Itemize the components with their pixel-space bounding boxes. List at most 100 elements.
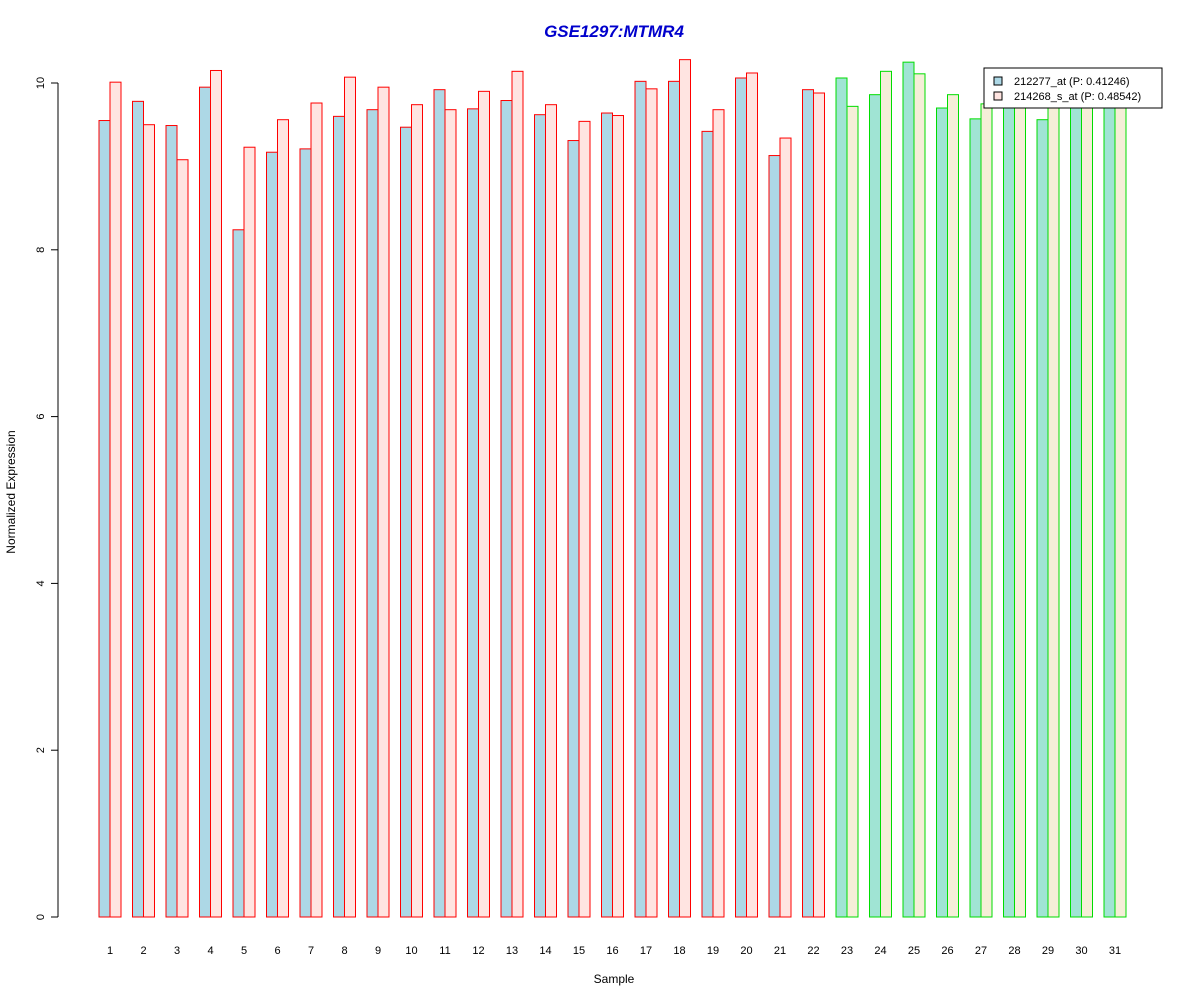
bar-series2	[478, 90, 490, 918]
bar-series1	[701, 130, 714, 918]
x-tick-label: 14	[539, 945, 551, 957]
bar-series2	[243, 146, 256, 918]
y-tick-label: 2	[35, 747, 47, 753]
bar-series1	[333, 115, 345, 918]
bar-series2	[109, 81, 122, 918]
y-tick-label: 6	[35, 414, 47, 420]
x-tick-label: 19	[707, 945, 719, 957]
y-tick-label: 4	[35, 580, 47, 586]
bar-series2	[980, 103, 993, 918]
x-tick-label: 28	[1008, 945, 1020, 957]
bar-series2	[746, 72, 758, 918]
bar-series2	[176, 159, 189, 918]
bar-series2	[310, 102, 323, 918]
x-tick-label: 22	[807, 945, 819, 957]
x-tick-label: 16	[606, 945, 618, 957]
bar-series1	[433, 89, 446, 918]
x-tick-label: 17	[640, 945, 652, 957]
bar-series1	[634, 80, 647, 918]
x-tick-label: 23	[841, 945, 853, 957]
bar-series1	[969, 118, 982, 918]
bar-series2	[712, 109, 725, 918]
bar-series2	[913, 73, 926, 918]
x-tick-label: 26	[941, 945, 953, 957]
bar-series2	[511, 70, 524, 918]
legend-label: 212277_at (P: 0.41246)	[1014, 76, 1130, 88]
bar-series2	[377, 86, 390, 918]
bar-series2	[411, 104, 423, 918]
bar-series2	[645, 88, 658, 918]
x-tick-label: 5	[241, 945, 247, 957]
bar-series1	[98, 120, 111, 918]
bar-series2	[143, 124, 155, 918]
x-tick-label: 18	[673, 945, 685, 957]
x-tick-label: 24	[874, 945, 886, 957]
x-tick-label: 3	[174, 945, 180, 957]
x-tick-label: 8	[341, 945, 347, 957]
legend-box	[983, 67, 1163, 109]
bar-series2	[344, 76, 356, 918]
bar-series2	[1114, 99, 1127, 918]
bar-series1	[1070, 99, 1082, 918]
x-tick-label: 30	[1075, 945, 1087, 957]
x-tick-label: 10	[405, 945, 417, 957]
bar-series2	[444, 109, 457, 918]
y-tick-label: 8	[35, 247, 47, 253]
bar-series2	[1047, 103, 1060, 918]
x-tick-label: 9	[375, 945, 381, 957]
bar-series1	[902, 61, 915, 918]
chart-title: GSE1297:MTMR4	[544, 22, 684, 41]
bar-series1	[668, 80, 680, 918]
bar-series2	[947, 94, 959, 918]
bar-series2	[846, 105, 859, 918]
bar-series1	[199, 86, 211, 918]
bar-series2	[679, 59, 691, 918]
bar-series1	[232, 229, 245, 918]
bar-series2	[210, 69, 222, 918]
legend-swatch	[993, 91, 1003, 101]
y-axis-label: Normalized Expression	[4, 430, 18, 553]
bar-series1	[1036, 119, 1049, 918]
x-tick-label: 12	[472, 945, 484, 957]
bar-series1	[500, 100, 513, 918]
x-tick-label: 31	[1109, 945, 1121, 957]
legend: 212277_at (P: 0.41246) 214268_s_at (P: 0.…	[983, 67, 1163, 109]
x-tick-label: 2	[140, 945, 146, 957]
x-tick-label: 1	[107, 945, 113, 957]
y-tick-label: 10	[35, 77, 47, 89]
bar-series1	[601, 112, 613, 918]
legend-label: 214268_s_at (P: 0.48542)	[1014, 91, 1141, 103]
x-tick-label: 13	[506, 945, 518, 957]
x-tick-label: 27	[975, 945, 987, 957]
bar-series2	[779, 137, 792, 918]
legend-swatch	[993, 76, 1003, 86]
bar-series2	[545, 104, 557, 918]
x-tick-label: 15	[573, 945, 585, 957]
x-tick-label: 20	[740, 945, 752, 957]
bar-series1	[366, 109, 379, 918]
bar-series1	[835, 77, 848, 918]
bar-series2	[578, 120, 591, 918]
bar-series1	[400, 126, 412, 918]
x-tick-label: 25	[908, 945, 920, 957]
bar-series1	[768, 155, 781, 918]
bar-series2	[813, 92, 825, 918]
bar-series1	[1103, 99, 1116, 918]
bar-series1	[735, 77, 747, 918]
bar-series2	[1081, 99, 1093, 918]
bar-series1	[534, 114, 546, 918]
y-tick-label: 0	[35, 914, 47, 920]
x-tick-label: 7	[308, 945, 314, 957]
bar-series2	[612, 115, 624, 918]
bar-series1	[567, 140, 580, 918]
x-tick-labels: 1 2 3 4 5 6 7 8 9 10 11 12 13 14 15 16 17 18 19 20 21 22 23 24 2…	[107, 945, 1121, 957]
bar-series1	[936, 107, 948, 918]
bar-series1	[467, 108, 479, 918]
x-axis-label: Sample	[594, 972, 635, 986]
bar-series1	[802, 89, 814, 918]
bar-series1	[132, 100, 144, 918]
bar-series1	[1003, 99, 1015, 918]
x-tick-label: 11	[439, 945, 450, 957]
